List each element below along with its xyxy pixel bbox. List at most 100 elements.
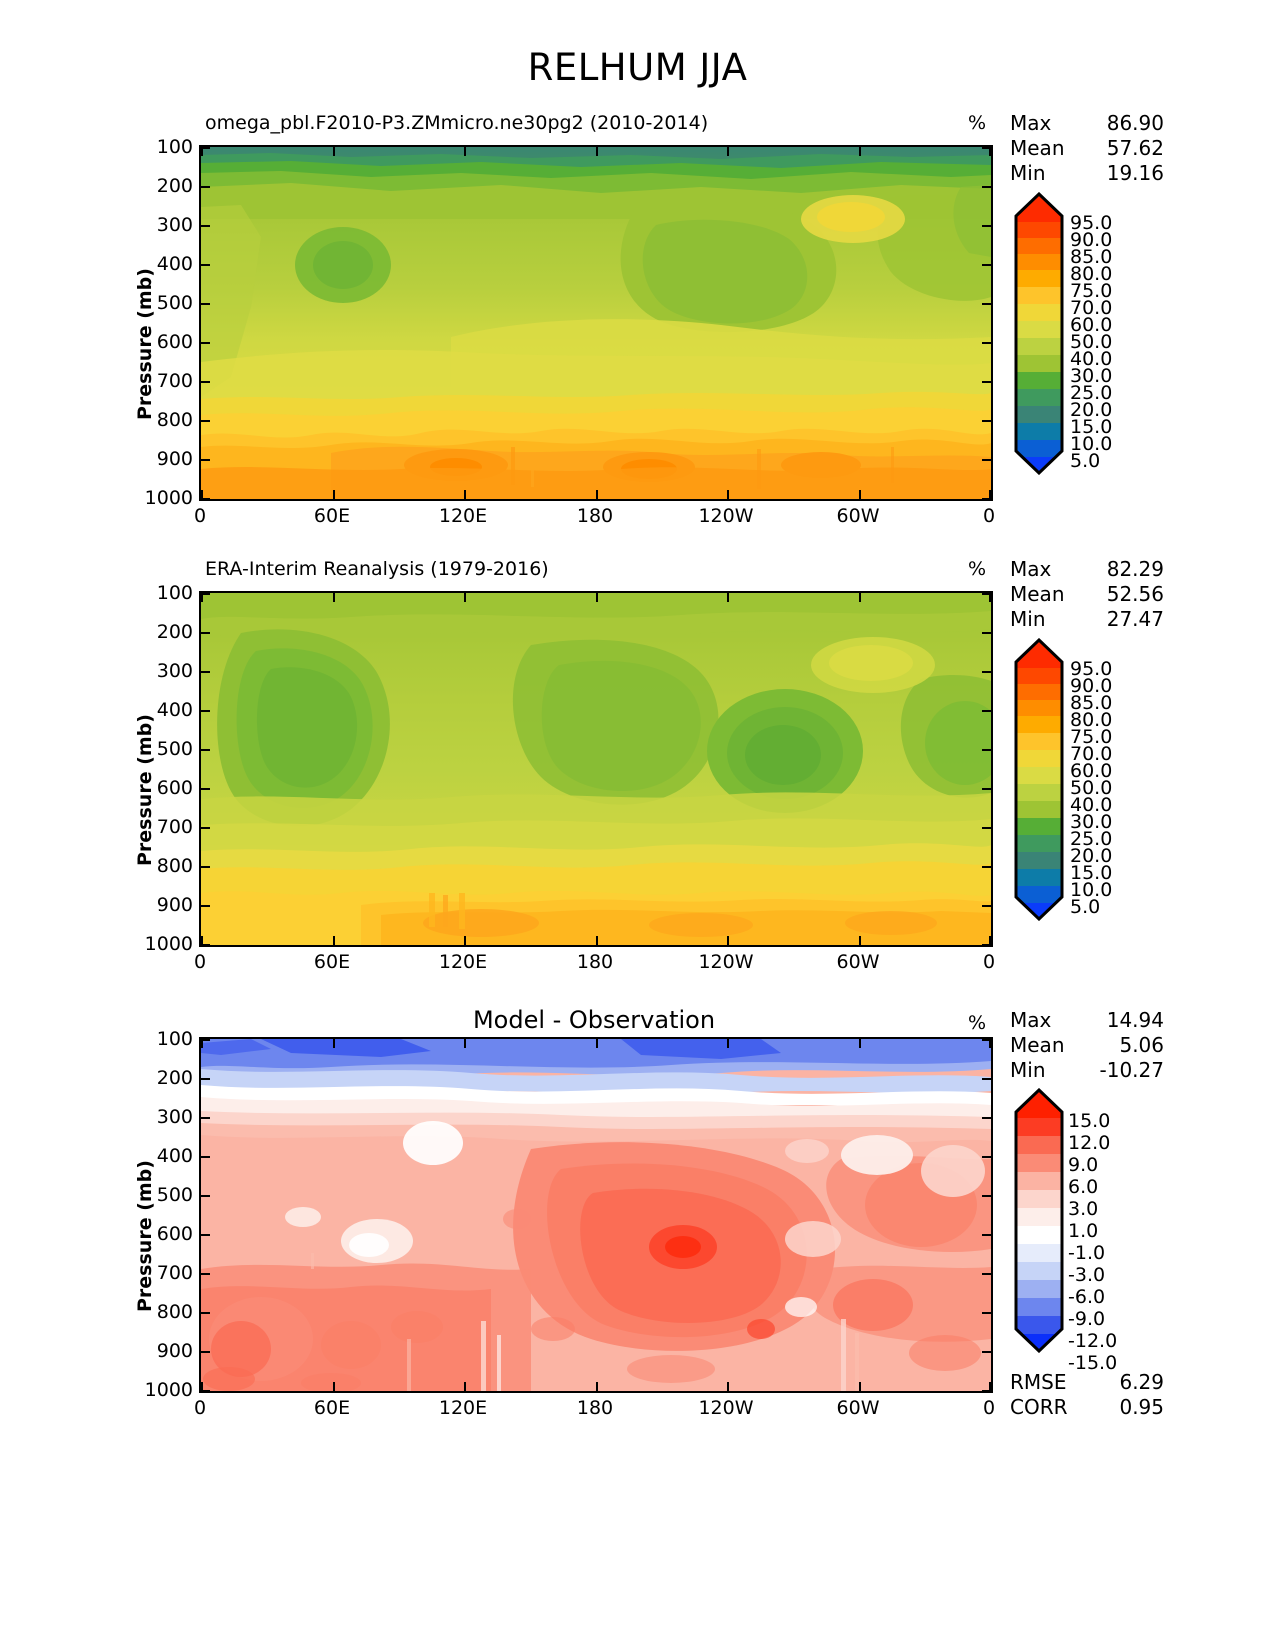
cbar-level: 80.0 xyxy=(1070,709,1113,731)
cbar-level: 75.0 xyxy=(1070,726,1113,748)
y-tickmark xyxy=(201,303,210,305)
ytick-label: 900 xyxy=(156,894,193,916)
ytick-label: 200 xyxy=(156,175,193,197)
x-tickmark xyxy=(989,1039,991,1048)
ytick-label: 1000 xyxy=(144,487,193,509)
y-tickmark xyxy=(201,944,210,945)
xtick-label: 120W xyxy=(698,505,754,527)
y-tickmark xyxy=(982,225,991,227)
cbar-level: 40.0 xyxy=(1070,348,1113,370)
y-tickmark xyxy=(982,632,991,634)
x-tickmark xyxy=(464,490,466,499)
y-tickmark xyxy=(201,342,210,344)
ytick-label: 100 xyxy=(156,136,193,158)
ytick-label: 1000 xyxy=(144,1379,193,1401)
stat-min-label: Min xyxy=(1010,607,1046,631)
y-tickmark xyxy=(201,593,210,595)
xtick-label: 120W xyxy=(698,1397,754,1419)
y-tickmark xyxy=(982,303,991,305)
y-tickmark xyxy=(982,827,991,829)
y-tickmark xyxy=(201,1078,210,1080)
cbar-level: -9.0 xyxy=(1068,1308,1106,1330)
score-rmse-value: 6.29 xyxy=(1119,1370,1164,1394)
x-tickmark xyxy=(859,1382,861,1391)
x-tickmark xyxy=(201,1382,203,1391)
stat-min-label: Min xyxy=(1010,1058,1046,1082)
cbar-level: 90.0 xyxy=(1070,675,1113,697)
panel-difference-plot[interactable] xyxy=(199,1037,993,1393)
y-tickmark xyxy=(201,498,210,499)
y-tickmark xyxy=(982,866,991,868)
ytick-label: 100 xyxy=(156,1028,193,1050)
panel-model-colorbar-labels: 95.0 90.0 85.0 80.0 75.0 70.0 60.0 50.0 … xyxy=(1070,192,1190,475)
xtick-label: 120E xyxy=(438,1397,488,1419)
panel-observation-title: ERA-Interim Reanalysis (1979-2016) xyxy=(205,558,549,580)
ytick-label: 400 xyxy=(156,699,193,721)
stat-mean-value: 57.62 xyxy=(1106,136,1164,160)
y-tickmark xyxy=(201,827,210,829)
stat-mean-label: Mean xyxy=(1010,582,1065,606)
cbar-level: 25.0 xyxy=(1070,828,1113,850)
stat-min-label: Min xyxy=(1010,161,1046,185)
x-tickmark xyxy=(727,490,729,499)
cbar-level: 1.0 xyxy=(1068,1220,1099,1242)
ytick-label: 600 xyxy=(156,331,193,353)
y-tickmark xyxy=(201,1312,210,1314)
ytick-label: 200 xyxy=(156,621,193,643)
x-tickmark xyxy=(727,593,729,602)
panel-model-plot[interactable] xyxy=(199,145,993,501)
stat-max-value: 14.94 xyxy=(1106,1008,1164,1032)
xtick-label: 60W xyxy=(836,951,880,973)
panel-model-units: % xyxy=(968,112,987,134)
ytick-label: 800 xyxy=(156,1301,193,1323)
panel-model-title: omega_pbl.F2010-P3.ZMmicro.ne30pg2 (2010… xyxy=(205,112,709,134)
ytick-label: 700 xyxy=(156,1262,193,1284)
xtick-label: 60E xyxy=(313,505,351,527)
xtick-label: 0 xyxy=(193,505,207,527)
panel-model-colorbar[interactable] xyxy=(1012,192,1066,475)
x-tickmark xyxy=(201,490,203,499)
ytick-label: 600 xyxy=(156,1223,193,1245)
x-tickmark xyxy=(464,936,466,945)
panel-observation-colorbar[interactable] xyxy=(1012,638,1066,921)
ytick-label: 300 xyxy=(156,214,193,236)
cbar-level: 40.0 xyxy=(1070,794,1113,816)
panel-observation-plot[interactable] xyxy=(199,591,993,947)
y-tickmark xyxy=(982,710,991,712)
x-tickmark xyxy=(989,490,991,499)
xtick-label: 60W xyxy=(836,1397,880,1419)
y-tickmark xyxy=(201,1039,210,1041)
cbar-level: -12.0 xyxy=(1068,1330,1118,1352)
cbar-level: 60.0 xyxy=(1070,314,1113,336)
xtick-label: 60E xyxy=(313,1397,351,1419)
x-tickmark xyxy=(859,936,861,945)
y-tickmark xyxy=(201,225,210,227)
y-tickmark xyxy=(201,866,210,868)
y-tickmark xyxy=(201,1156,210,1158)
cbar-level: 70.0 xyxy=(1070,297,1113,319)
stat-max-value: 86.90 xyxy=(1106,111,1164,135)
y-tickmark xyxy=(982,1390,991,1391)
y-tickmark xyxy=(201,632,210,634)
ytick-label: 1000 xyxy=(144,933,193,955)
xtick-label: 120E xyxy=(438,951,488,973)
y-tickmark xyxy=(982,1156,991,1158)
y-tickmark xyxy=(982,264,991,266)
x-tickmark xyxy=(201,593,203,602)
y-tickmark xyxy=(982,749,991,751)
x-tickmark xyxy=(727,1382,729,1391)
x-tickmark xyxy=(859,490,861,499)
figure-title: RELHUM JJA xyxy=(527,46,748,89)
y-tickmark xyxy=(201,459,210,461)
stat-mean-value: 5.06 xyxy=(1119,1033,1164,1057)
stat-max-value: 82.29 xyxy=(1106,557,1164,581)
panel-difference-colorbar[interactable] xyxy=(1012,1088,1066,1353)
x-tickmark xyxy=(464,1382,466,1391)
ytick-label: 900 xyxy=(156,1340,193,1362)
y-tickmark xyxy=(201,749,210,751)
xtick-label: 120E xyxy=(438,505,488,527)
cbar-level: 10.0 xyxy=(1070,879,1113,901)
x-tickmark xyxy=(333,1039,335,1048)
panel-difference-units: % xyxy=(968,1012,987,1034)
cbar-level: 10.0 xyxy=(1070,433,1113,455)
